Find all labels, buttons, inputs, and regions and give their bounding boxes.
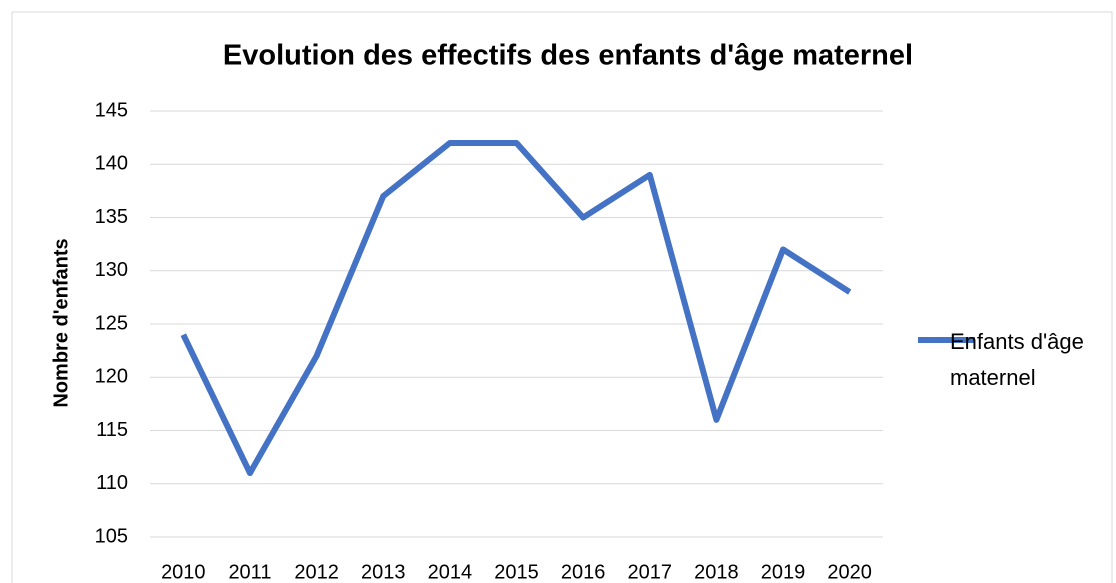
y-tick-label: 115	[96, 419, 128, 441]
x-tick-label: 2016	[561, 561, 606, 583]
y-tick-label: 125	[95, 312, 128, 334]
series-line	[180, 139, 852, 477]
x-tick-label: 2017	[628, 561, 673, 583]
y-tick-label: 130	[95, 259, 128, 281]
y-tick-label: 120	[95, 366, 128, 388]
x-tick-label: 2013	[361, 561, 406, 583]
y-tick-label: 135	[95, 206, 128, 228]
x-tick-label: 2015	[494, 561, 539, 583]
chart-title: Evolution des effectifs des enfants d'âg…	[223, 40, 913, 72]
y-tick-label: 110	[96, 472, 128, 494]
chart-frame	[11, 11, 1113, 583]
x-tick-label: 2020	[827, 561, 872, 583]
y-axis-label: Nombre d'enfants	[50, 238, 72, 407]
x-tick-label: 2018	[694, 561, 739, 583]
legend-label: Enfants d'âge maternel	[950, 329, 1084, 390]
y-tick-label: 140	[95, 153, 128, 175]
x-tick-label: 2014	[428, 561, 473, 583]
x-tick-label: 2010	[161, 561, 206, 583]
x-tick-label: 2012	[294, 561, 339, 583]
x-tick-label: 2011	[228, 561, 271, 583]
y-tick-label: 105	[95, 525, 128, 547]
y-tick-label: 145	[95, 99, 128, 121]
x-tick-label: 2019	[761, 561, 806, 583]
